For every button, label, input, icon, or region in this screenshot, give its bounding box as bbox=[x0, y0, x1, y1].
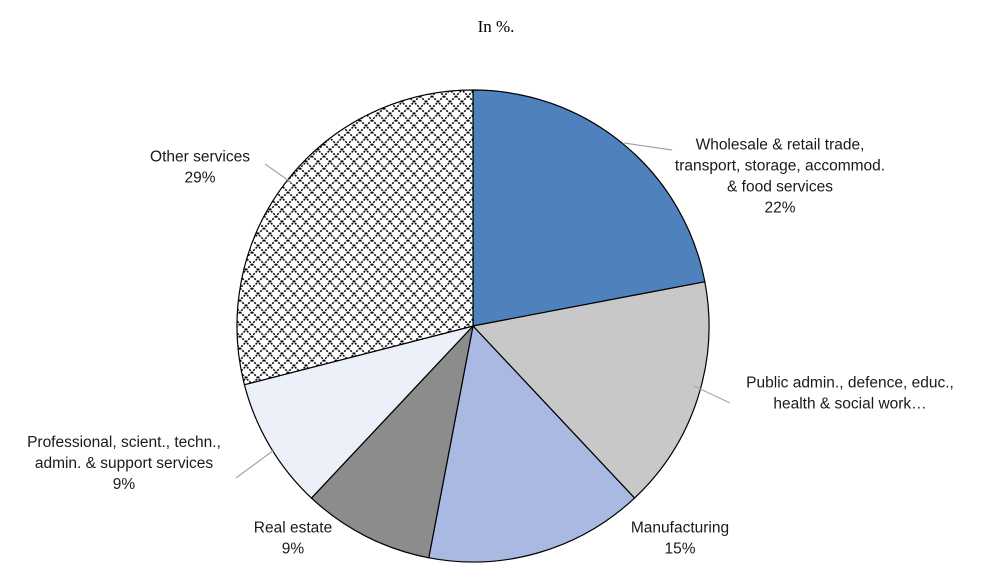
chart-subtitle: In %. bbox=[478, 17, 515, 36]
slice-label-4: Real estate 9% bbox=[254, 520, 332, 558]
slice-label-3: Manufacturing 15% bbox=[631, 520, 729, 558]
slice-value-label: 29% bbox=[184, 170, 215, 187]
leader-line-5 bbox=[235, 449, 275, 479]
slice-label-5: Professional, scient., techn., admin. & s… bbox=[27, 434, 221, 493]
leader-line-2 bbox=[693, 385, 731, 404]
pie-slice-1 bbox=[472, 89, 706, 327]
slice-label-2: Public admin., defence, educ., health & s… bbox=[746, 375, 954, 413]
slice-label-line: Manufacturing bbox=[631, 520, 729, 537]
pie-slice-4 bbox=[310, 324, 474, 559]
pie-slice-5 bbox=[243, 324, 475, 499]
slice-label-line: Professional, scient., techn., bbox=[27, 434, 221, 451]
slice-value-label: 9% bbox=[282, 541, 305, 558]
pie-slice-3 bbox=[428, 324, 636, 563]
leader-line-6 bbox=[264, 163, 293, 184]
slice-label-line: & food services bbox=[727, 179, 833, 196]
leader-lines bbox=[235, 142, 731, 479]
slice-value-label: 22% bbox=[764, 200, 795, 217]
slice-label-line: Public admin., defence, educ., bbox=[746, 375, 954, 392]
slice-label-line: transport, storage, accommod. bbox=[675, 158, 885, 175]
slice-label-line: admin. & support services bbox=[35, 455, 214, 472]
pie-slice-6 bbox=[236, 89, 474, 386]
slice-label-6: Other services 29% bbox=[150, 149, 250, 187]
leader-line-1 bbox=[623, 142, 673, 151]
pie-slices bbox=[236, 89, 710, 563]
slice-labels: Wholesale & retail trade, transport, stor… bbox=[27, 137, 954, 558]
slice-label-line: health & social work… bbox=[773, 396, 926, 413]
slice-value-label: 9% bbox=[113, 476, 136, 493]
slice-label-line: Wholesale & retail trade, bbox=[696, 137, 865, 154]
slice-value-label: 15% bbox=[664, 541, 695, 558]
slice-label-line: Real estate bbox=[254, 520, 332, 537]
pie-slice-2 bbox=[471, 281, 710, 499]
slice-label-line: Other services bbox=[150, 149, 250, 166]
slice-label-1: Wholesale & retail trade, transport, stor… bbox=[675, 137, 885, 217]
